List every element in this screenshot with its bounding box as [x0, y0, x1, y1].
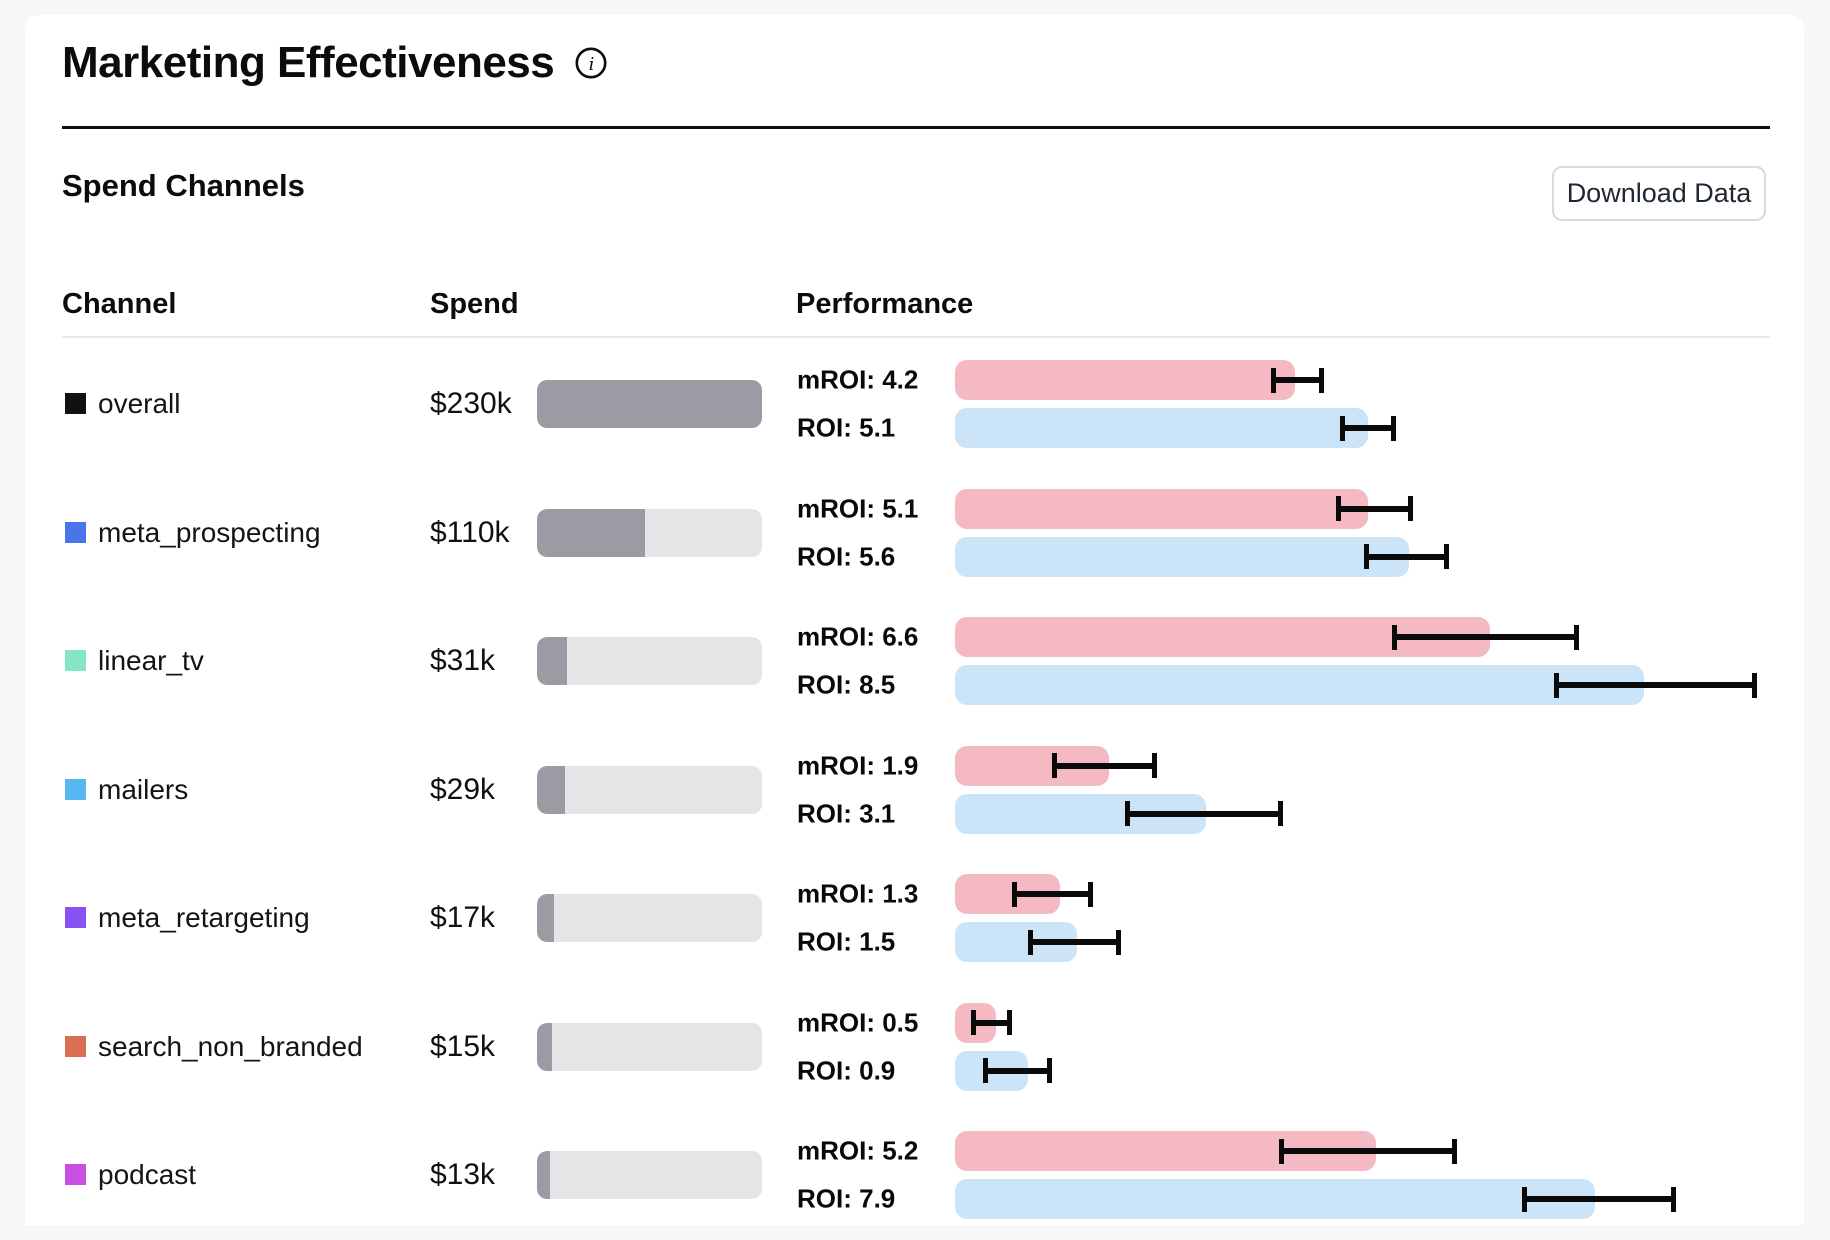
spend-bar-fill[interactable]: [537, 637, 567, 685]
spend-bar-track: [537, 1151, 762, 1199]
roi-bar[interactable]: [955, 665, 1644, 705]
mroi-label: mROI: 4.2: [797, 364, 919, 395]
spend-value: $15k: [430, 1029, 496, 1063]
channel-row-overall: overall $230k mROI: 4.2 ROI: 5.1: [0, 360, 1830, 456]
roi-bar[interactable]: [955, 536, 1409, 577]
roi-error-bar: [1027, 929, 1122, 955]
mroi-error-bar: [1052, 753, 1158, 778]
channel-swatch: [65, 393, 86, 414]
roi-error-bar: [1125, 801, 1284, 826]
spend-bar-fill[interactable]: [537, 508, 645, 557]
header-divider: [62, 336, 1770, 338]
mroi-bar[interactable]: [955, 488, 1368, 529]
channel-label: meta_retargeting: [98, 902, 310, 933]
mroi-label: mROI: 1.3: [797, 878, 919, 909]
spend-bar-track: [537, 508, 762, 557]
column-header-spend: Spend: [430, 288, 519, 320]
roi-label: ROI: 3.1: [797, 798, 896, 828]
spend-value: $17k: [430, 901, 496, 934]
roi-bar[interactable]: [955, 408, 1368, 448]
channel-row-meta_prospecting: meta_prospecting $110k mROI: 5.1 ROI: 5.6: [0, 488, 1830, 585]
channel-label: podcast: [98, 1159, 197, 1190]
spend-bar-track: [537, 894, 762, 942]
roi-label: ROI: 1.5: [797, 926, 896, 957]
channel-row-mailers: mailers $29k mROI: 1.9 ROI: 3.1: [0, 745, 1830, 842]
spend-bar-fill[interactable]: [537, 1151, 550, 1199]
spend-bar-fill[interactable]: [537, 894, 554, 942]
mroi-label: mROI: 1.9: [797, 750, 919, 780]
channel-label: linear_tv: [98, 645, 204, 676]
column-header-performance: Performance: [796, 288, 974, 320]
section-title: Spend Channels: [62, 168, 305, 203]
channel-label: search_non_branded: [98, 1030, 363, 1062]
roi-bar[interactable]: [955, 1179, 1595, 1219]
page-title: Marketing Effectiveness: [62, 38, 555, 87]
roi-error-bar: [1364, 544, 1450, 569]
spend-bar-track: [537, 380, 762, 428]
channel-row-search_non_branded: search_non_branded $15k mROI: 0.5 ROI: 0.9: [0, 1002, 1830, 1099]
roi-label: ROI: 7.9: [797, 1183, 896, 1214]
roi-error-bar: [983, 1058, 1053, 1083]
partial-next-section-strip: [25, 1225, 1804, 1240]
mroi-error-bar: [1335, 496, 1413, 521]
mroi-error-bar: [971, 1010, 1012, 1035]
channel-row-podcast: podcast $13k mROI: 5.2 ROI: 7.9: [0, 1131, 1830, 1227]
channel-swatch: [65, 521, 86, 543]
channel-swatch: [65, 907, 86, 928]
channel-label: meta_prospecting: [98, 516, 321, 548]
mroi-label: mROI: 5.2: [797, 1135, 919, 1166]
mroi-label: mROI: 5.1: [797, 493, 919, 523]
channel-swatch: [65, 650, 86, 671]
channel-swatch: [65, 1035, 86, 1057]
mroi-label: mROI: 6.6: [797, 621, 919, 652]
roi-label: ROI: 0.9: [797, 1055, 896, 1085]
marketing-effectiveness-card: [25, 15, 1804, 1240]
title-divider: [62, 126, 1770, 129]
spend-bar-fill[interactable]: [537, 380, 762, 428]
spend-bar-track: [537, 1022, 762, 1071]
spend-bar-track: [537, 637, 762, 685]
spend-value: $230k: [430, 387, 512, 420]
spend-value: $31k: [430, 644, 496, 677]
mroi-error-bar: [1392, 624, 1579, 650]
mroi-error-bar: [1011, 881, 1093, 907]
mroi-label: mROI: 0.5: [797, 1007, 919, 1037]
mroi-error-bar: [1270, 367, 1324, 393]
mroi-bar[interactable]: [955, 360, 1295, 400]
spend-value: $110k: [430, 515, 510, 549]
spend-bar-track: [537, 765, 762, 814]
column-header-channel: Channel: [62, 288, 177, 320]
channel-swatch: [65, 1164, 86, 1185]
channel-label: overall: [98, 388, 181, 419]
roi-label: ROI: 8.5: [797, 669, 896, 700]
channel-row-linear_tv: linear_tv $31k mROI: 6.6 ROI: 8.5: [0, 617, 1830, 713]
download-data-button[interactable]: Download Data: [1552, 166, 1766, 221]
channel-swatch: [65, 778, 86, 800]
mroi-error-bar: [1279, 1138, 1458, 1164]
roi-error-bar: [1554, 672, 1757, 698]
spend-value: $29k: [430, 772, 496, 806]
roi-error-bar: [1522, 1186, 1676, 1212]
svg-text:i: i: [589, 54, 595, 75]
roi-label: ROI: 5.6: [797, 541, 896, 571]
spend-bar-fill[interactable]: [537, 1022, 552, 1071]
channel-row-meta_retargeting: meta_retargeting $17k mROI: 1.3 ROI: 1.5: [0, 874, 1830, 970]
spend-value: $13k: [430, 1158, 496, 1191]
roi-error-bar: [1339, 415, 1397, 441]
spend-bar-fill[interactable]: [537, 765, 565, 814]
roi-label: ROI: 5.1: [797, 412, 896, 443]
info-icon[interactable]: i: [574, 46, 608, 80]
channel-label: mailers: [98, 773, 189, 805]
